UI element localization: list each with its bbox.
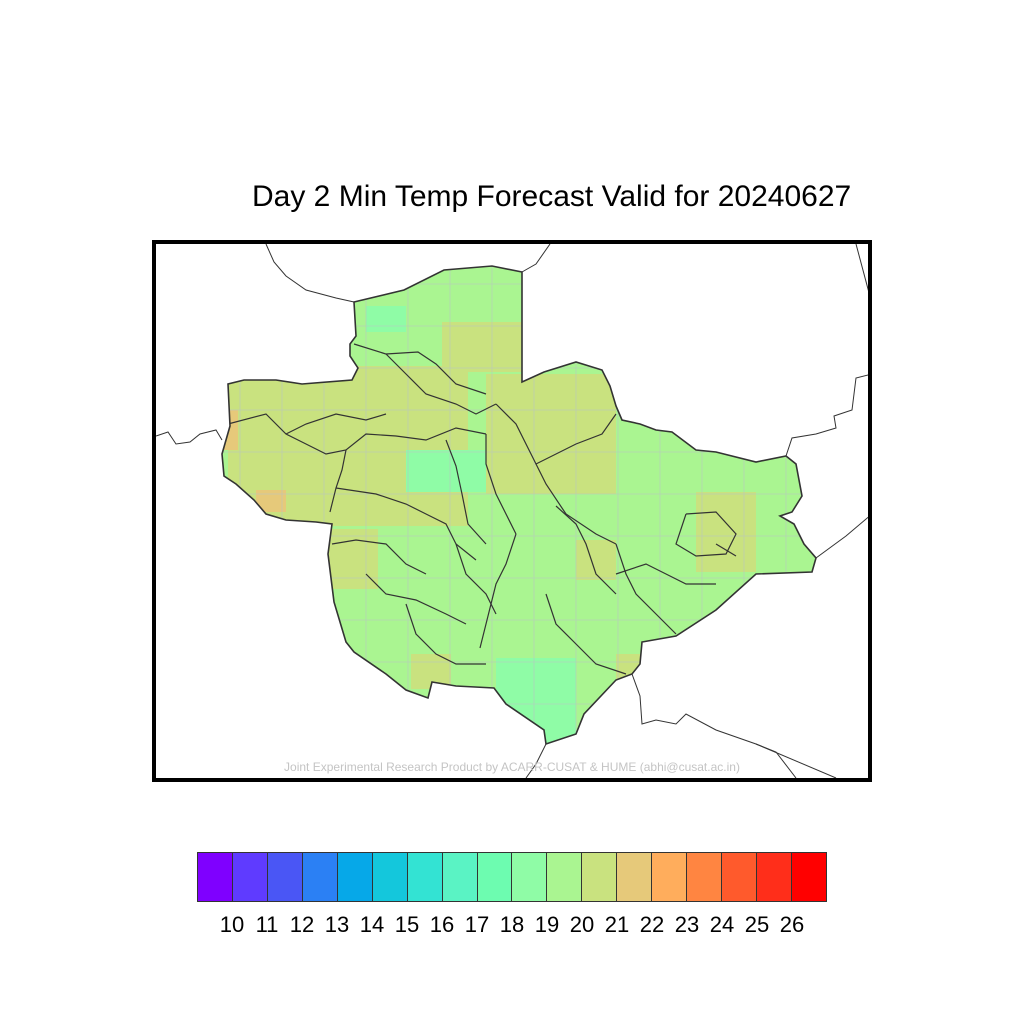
field-cell-cool-c bbox=[406, 450, 486, 492]
colorbar-box bbox=[721, 852, 757, 902]
colorbar-label: 25 bbox=[744, 912, 770, 937]
colorbar-label: 24 bbox=[709, 912, 735, 937]
colorbar-box bbox=[441, 852, 478, 902]
credit-text: Joint Experimental Research Product by A… bbox=[284, 760, 740, 774]
field-cell-warm-sw bbox=[328, 529, 378, 589]
colorbar-box bbox=[616, 852, 653, 902]
colorbar-box bbox=[336, 852, 373, 902]
field-cell-hot-w bbox=[222, 410, 238, 450]
colorbar-label: 21 bbox=[604, 912, 630, 937]
colorbar-box bbox=[686, 852, 723, 902]
colorbar-box bbox=[301, 852, 338, 902]
colorbar-box bbox=[231, 852, 268, 902]
colorbar-label: 10 bbox=[219, 912, 245, 937]
field-cell-warm-e bbox=[696, 492, 756, 572]
field-cell-hot-sw bbox=[256, 490, 286, 512]
colorbar-label: 26 bbox=[779, 912, 805, 937]
colorbar-label: 11 bbox=[255, 912, 279, 937]
colorbar-label: 13 bbox=[324, 912, 350, 937]
colorbar-label: 16 bbox=[429, 912, 455, 937]
field-cell-warm-se bbox=[616, 654, 646, 684]
colorbar-label: 14 bbox=[359, 912, 385, 937]
colorbar-box bbox=[476, 852, 513, 902]
colorbar-label: 23 bbox=[674, 912, 700, 937]
map-panel: Joint Experimental Research Product by A… bbox=[152, 240, 872, 782]
field-cell-warm-c bbox=[486, 374, 616, 494]
colorbar-label: 17 bbox=[464, 912, 490, 937]
colorbar-label: 15 bbox=[394, 912, 420, 937]
colorbar-box bbox=[651, 852, 688, 902]
colorbar-box bbox=[197, 852, 233, 902]
colorbar-box bbox=[511, 852, 548, 902]
colorbar-label: 18 bbox=[499, 912, 525, 937]
map-canvas bbox=[156, 244, 868, 778]
colorbar-box bbox=[406, 852, 443, 902]
map-title: Day 2 Min Temp Forecast Valid for 202406… bbox=[252, 180, 852, 213]
colorbar-label: 12 bbox=[289, 912, 315, 937]
colorbar-label: 22 bbox=[639, 912, 665, 937]
colorbar bbox=[197, 852, 827, 902]
field-cell-cool-s bbox=[496, 658, 576, 744]
colorbar-box bbox=[266, 852, 303, 902]
field-cell-cool-n bbox=[366, 306, 406, 332]
neighbour-boundaries bbox=[156, 244, 868, 778]
colorbar-label: 20 bbox=[569, 912, 595, 937]
region-outline bbox=[221, 265, 817, 746]
district-boundaries bbox=[227, 343, 737, 675]
colorbar-box bbox=[371, 852, 408, 902]
colorbar-box bbox=[546, 852, 583, 902]
colorbar-box bbox=[581, 852, 618, 902]
colorbar-box bbox=[790, 852, 827, 902]
colorbar-label: 19 bbox=[534, 912, 560, 937]
field-cell-warm-n bbox=[442, 322, 522, 372]
colorbar-box bbox=[756, 852, 792, 902]
